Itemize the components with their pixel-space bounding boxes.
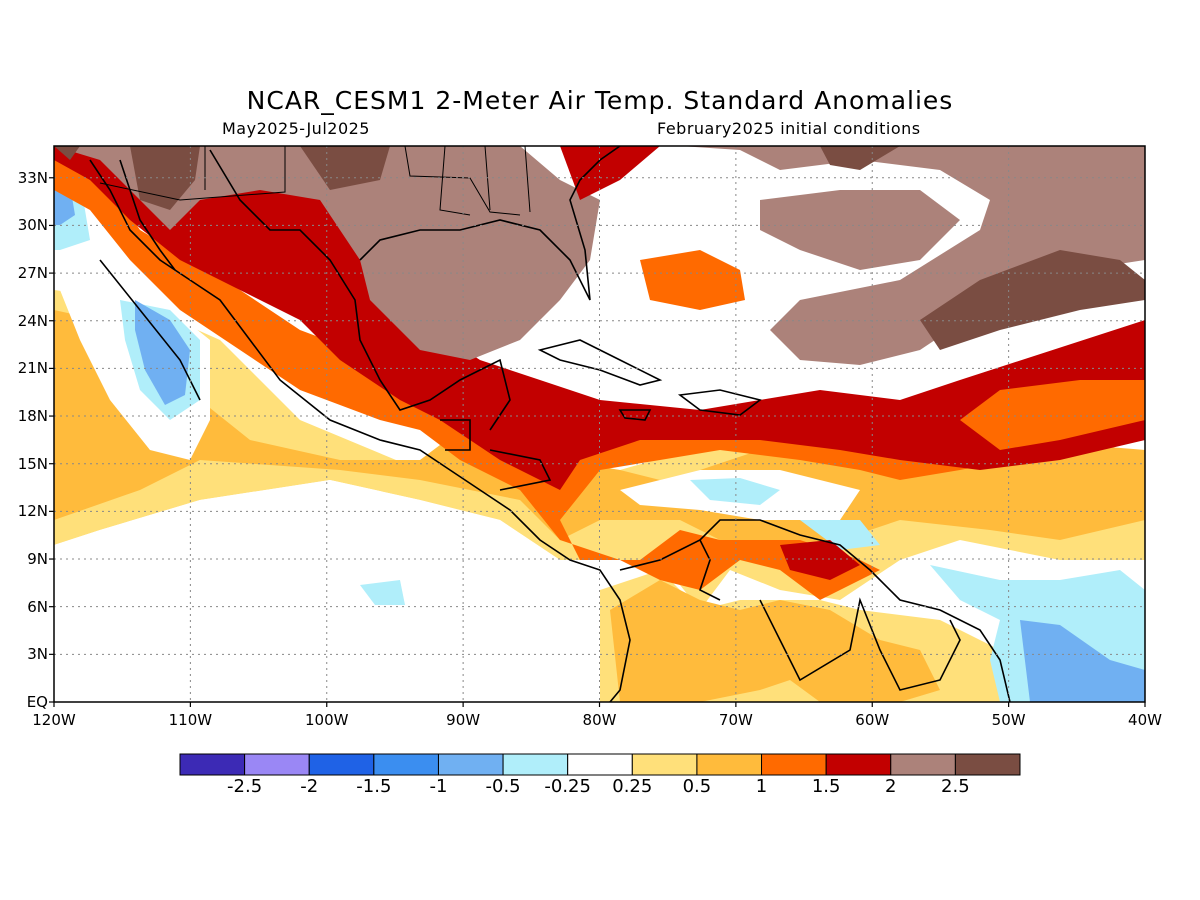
colorbar-swatch [954,753,1021,776]
colorbar-label: 1 [755,776,768,797]
colorbar-label: 2 [885,776,897,797]
initial-conditions: February2025 initial conditions [657,119,921,138]
lon-label: 70W [718,711,753,729]
colorbar-label: -1 [429,776,448,797]
valid-period: May2025-Jul2025 [222,119,370,138]
lat-label: 30N [17,216,48,235]
colorbar-swatch [308,753,375,776]
lat-label: 9N [27,550,48,569]
colorbar-swatch [696,753,763,776]
lat-label: 21N [17,359,48,378]
lon-label: 80W [582,711,617,729]
lon-label: 50W [991,711,1026,729]
colorbar-label: -0.5 [485,776,521,797]
colorbar-label: 1.5 [811,776,841,797]
lon-label: 110W [168,711,213,729]
lon-label: 40W [1128,711,1162,729]
colorbar-swatch [890,753,956,776]
colorbar-label: -2.5 [227,776,263,797]
lon-label: 100W [305,711,349,729]
colorbar-swatch [373,753,439,776]
colorbar-label: -0.25 [544,776,591,797]
colorbar-swatch [179,753,246,776]
chart-title: NCAR_CESM1 2-Meter Air Temp. Standard An… [246,86,954,115]
lat-label: 6N [27,597,48,616]
lat-label: 24N [17,311,48,330]
colorbar-label: 0.25 [612,776,653,797]
lat-label: 3N [27,645,48,664]
gridlines [54,146,1145,702]
lon-label: 120W [32,711,76,729]
lat-label: 27N [17,264,48,283]
lat-label: EQ [26,693,48,711]
colorbar-label: -2 [300,776,319,797]
axis-ticks [49,177,1146,707]
colorbar-swatch [825,753,892,776]
lat-label: 18N [17,407,48,426]
coastlines [89,146,1011,702]
colorbar-label: 0.5 [682,776,712,797]
colorbar-swatch [761,753,827,776]
colorbar-swatch [567,753,633,776]
colorbar-swatch [631,753,698,776]
lat-label: 12N [17,502,48,521]
lat-label: 15N [17,454,48,473]
colorbar-label: -1.5 [356,776,392,797]
colorbar-label: 2.5 [941,776,970,797]
lon-label: 60W [855,711,890,729]
colorbar-swatch [437,753,504,776]
colorbar-swatch [502,753,569,776]
lon-label: 90W [446,711,481,729]
lat-label: 33N [17,168,48,187]
colorbar [179,753,1021,776]
colorbar-swatch [244,753,310,776]
